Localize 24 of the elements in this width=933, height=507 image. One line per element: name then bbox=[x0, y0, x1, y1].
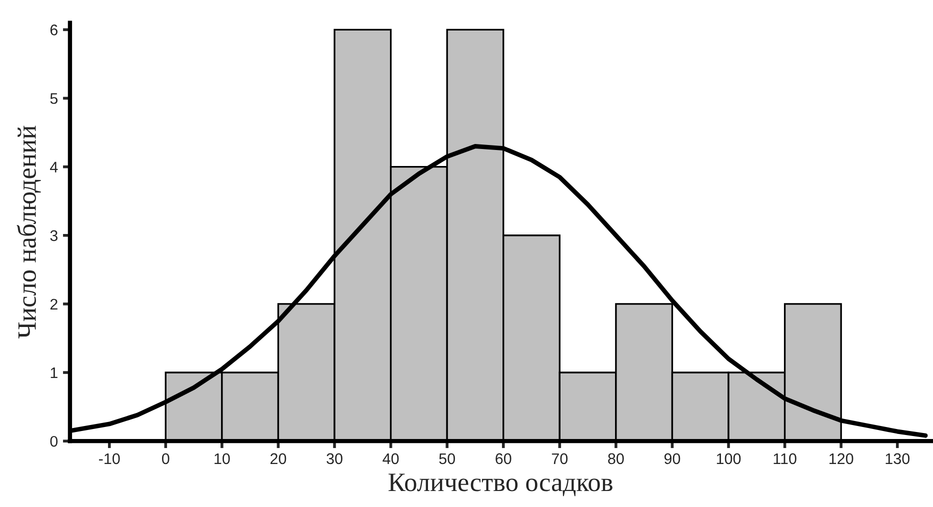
x-tick-label: 90 bbox=[664, 453, 680, 464]
x-tick-label: 60 bbox=[496, 453, 512, 464]
y-tick-label: 0 bbox=[50, 436, 58, 447]
x-tick-label: -10 bbox=[99, 453, 120, 464]
x-tick-label: 0 bbox=[162, 453, 170, 464]
y-tick-label: 5 bbox=[50, 93, 58, 104]
x-tick-label: 80 bbox=[608, 453, 624, 464]
x-tick-label: 70 bbox=[552, 453, 568, 464]
y-tick-label: 2 bbox=[50, 298, 58, 310]
x-tick-label: 20 bbox=[270, 453, 286, 464]
x-tick-label: 120 bbox=[830, 453, 854, 464]
y-axis-title: Число наблюдений bbox=[16, 126, 41, 338]
y-tick-label: 6 bbox=[50, 24, 58, 36]
y-tick-label: 1 bbox=[50, 368, 58, 378]
x-tick-label: 130 bbox=[886, 453, 910, 464]
x-tick-label: 50 bbox=[439, 453, 455, 464]
x-tick-label: 100 bbox=[716, 453, 741, 464]
x-tick-label: 10 bbox=[214, 453, 230, 464]
x-tick-label: 40 bbox=[382, 453, 399, 464]
x-tick-label: 30 bbox=[326, 453, 342, 464]
x-tick-label: 110 bbox=[774, 453, 796, 464]
y-tick-label: 3 bbox=[50, 230, 58, 242]
x-axis-title: Количество осадков bbox=[388, 474, 612, 496]
y-tick-label: 4 bbox=[50, 162, 58, 172]
